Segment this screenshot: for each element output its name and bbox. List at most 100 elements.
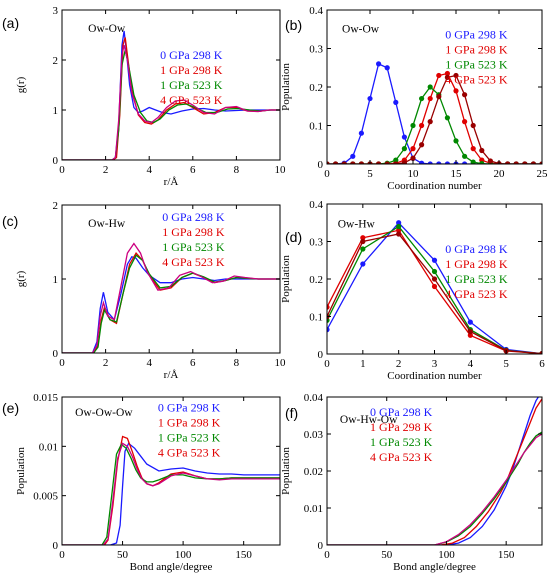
data-point	[444, 161, 450, 164]
legend-entry: 1 GPa 298 K	[160, 63, 223, 77]
x-tick-label: 6	[190, 357, 196, 369]
series-line-0	[62, 442, 280, 545]
data-point	[419, 95, 425, 102]
data-point	[358, 130, 364, 136]
x-tick-label: 0	[59, 357, 65, 369]
data-point	[444, 74, 450, 80]
legend-entry: 1 GPa 523 K	[158, 430, 221, 444]
legend-entry: 4 GPa 523 K	[370, 450, 433, 464]
legend-entry: 1 GPa 298 K	[370, 420, 433, 434]
data-point	[393, 161, 399, 164]
series-line-3	[327, 233, 542, 354]
data-point	[401, 146, 407, 152]
series-line-3	[62, 242, 280, 353]
series-line-0	[62, 30, 280, 160]
data-point	[467, 319, 473, 325]
data-point	[453, 88, 459, 94]
data-point	[427, 119, 433, 125]
data-point	[431, 283, 438, 290]
data-point	[522, 161, 528, 164]
x-axis-label: r/Å	[164, 369, 179, 381]
series-line-2	[62, 443, 280, 545]
x-axis-label: r/Å	[164, 176, 179, 188]
data-point	[470, 122, 476, 129]
legend-entry: 1 GPa 298 K	[445, 43, 508, 57]
plot-title: Ow-Hw	[88, 218, 126, 230]
y-tick-label: 0.4	[309, 5, 323, 17]
x-tick-label: 20	[494, 168, 506, 180]
data-point	[350, 153, 356, 159]
data-point	[401, 134, 407, 140]
x-axis-label: Coordination number	[387, 370, 482, 382]
x-axis-label: Bond angle/degree	[130, 561, 213, 573]
x-tick-label: 2	[103, 357, 109, 369]
legend-entry: 0 GPa 298 K	[162, 210, 225, 224]
data-point	[376, 61, 382, 67]
legend-entry: 1 GPa 298 K	[158, 415, 221, 429]
data-point	[360, 238, 366, 245]
y-tick-label: 0.03	[304, 429, 324, 441]
data-point	[436, 72, 442, 79]
x-tick-label: 100	[438, 549, 455, 561]
legend-entry: 1 GPa 523 K	[370, 435, 433, 449]
data-point	[360, 235, 366, 241]
x-tick-label: 10	[408, 168, 420, 180]
data-point	[396, 223, 402, 230]
y-tick-label: 0	[53, 155, 59, 167]
data-point	[539, 351, 542, 354]
x-tick-label: 0	[324, 549, 330, 561]
y-axis-label: Population	[280, 63, 292, 111]
legend-entry: 0 GPa 298 K	[445, 28, 508, 42]
x-tick-label: 5	[503, 358, 509, 370]
data-point	[350, 161, 356, 164]
y-tick-label: 0.4	[309, 199, 323, 211]
panel-b: (b) 0 5 10 15 20 25 0 0.1 0.2 0.3 0.4 Coordination n…	[280, 5, 548, 192]
data-point	[467, 328, 473, 335]
y-tick-label: 3	[53, 5, 59, 17]
panel-label: (f)	[285, 405, 298, 421]
plot-frame	[61, 9, 281, 161]
data-point	[384, 65, 390, 71]
data-point	[487, 158, 493, 164]
series-line-1	[327, 398, 542, 545]
panel-label: (b)	[285, 17, 302, 33]
series-group	[62, 30, 280, 160]
y-tick-label: 0	[318, 540, 324, 552]
x-tick-label: 10	[275, 164, 287, 176]
data-point	[467, 332, 473, 338]
series-line-3	[62, 44, 280, 160]
legend-entry: 1 GPa 298 K	[445, 257, 508, 271]
series-line-3	[327, 433, 542, 545]
x-axis-label: Bond angle/degree	[393, 561, 476, 573]
data-point	[333, 161, 339, 164]
y-tick-label: 0	[53, 348, 59, 360]
plot-title: Ow-Hw-Ow	[340, 414, 398, 426]
plot-title: Ow-Ow-Ow	[75, 407, 133, 419]
data-point	[419, 160, 425, 164]
data-point	[513, 161, 519, 164]
legend-entry: 0 GPa 298 K	[160, 48, 223, 62]
x-tick-label: 0	[59, 164, 65, 176]
legend-entry: 1 GPa 523 K	[162, 240, 225, 254]
data-point	[470, 146, 476, 152]
panel-label: (a)	[2, 15, 19, 31]
x-tick-label: 8	[234, 164, 240, 176]
series-group	[327, 61, 542, 164]
data-point	[401, 160, 407, 164]
legend-entry: 4 GPa 523 K	[445, 73, 508, 87]
data-point	[431, 257, 438, 263]
x-tick-label: 5	[367, 168, 373, 180]
x-tick-label: 0	[324, 168, 330, 180]
panel-e: (e) 0 50 100 150 0 0.005 0.01 0.015 Bond angle/de…	[2, 392, 281, 573]
y-axis-label: Population	[15, 447, 27, 495]
data-point	[360, 246, 366, 252]
data-point	[453, 138, 459, 144]
data-point	[396, 231, 402, 237]
x-tick-label: 4	[146, 357, 152, 369]
data-point	[327, 304, 330, 310]
y-tick-label: 0.01	[39, 441, 58, 453]
legend-entry: 1 GPa 298 K	[162, 225, 225, 239]
x-tick-label: 100	[175, 549, 192, 561]
data-point	[444, 70, 450, 77]
